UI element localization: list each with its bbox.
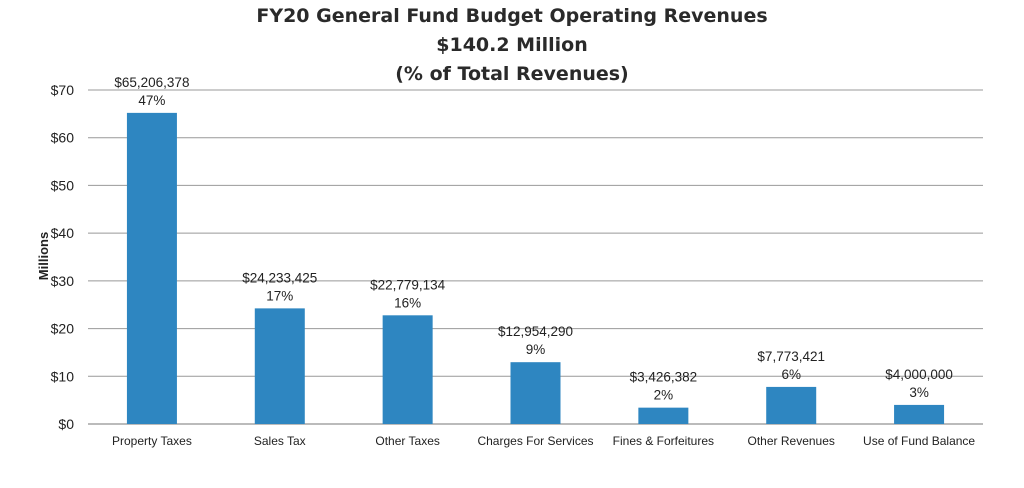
y-axis-ticks: $0 $10 $20 $30 $40 $50 $60 $70 (51, 82, 75, 432)
bar-percent-label: 47% (138, 93, 165, 108)
bar-value-label: $3,426,382 (630, 370, 698, 385)
y-tick-label: $40 (51, 225, 75, 241)
bar-value-label: $22,779,134 (370, 277, 446, 292)
bar-percent-label: 17% (266, 288, 293, 303)
y-tick-label: $70 (51, 82, 75, 98)
bar (510, 362, 561, 424)
bar-value-label: $65,206,378 (114, 75, 189, 90)
chart-subtitle-percent: (% of Total Revenues) (395, 63, 629, 85)
bar-percent-label: 3% (909, 385, 929, 400)
category-labels: Property Taxes Sales Tax Other Taxes Charge… (112, 434, 975, 448)
bar-percent-label: 2% (654, 388, 674, 403)
y-tick-label: $30 (51, 273, 75, 289)
bar-percent-label: 6% (781, 367, 801, 382)
bar-percent-label: 16% (394, 295, 421, 310)
y-tick-label: $50 (51, 177, 75, 193)
category-label: Other Revenues (748, 434, 835, 448)
category-label: Charges For Services (477, 434, 593, 448)
bar (254, 308, 305, 424)
bar (382, 315, 433, 424)
y-tick-label: $60 (51, 130, 75, 146)
category-label: Other Taxes (375, 434, 439, 448)
bar-percent-label: 9% (526, 342, 546, 357)
chart-subtitle: $140.2 Million (436, 34, 588, 56)
bar (126, 112, 177, 424)
bar (638, 407, 689, 424)
y-tick-label: $10 (51, 368, 75, 384)
bar-value-label: $12,954,290 (498, 324, 573, 339)
bar-value-label: $7,773,421 (757, 349, 825, 364)
y-tick-label: $20 (51, 321, 75, 337)
category-label: Property Taxes (112, 434, 192, 448)
data-labels: $65,206,378 47% $24,233,425 17% $22,779,134 1… (114, 75, 952, 403)
category-label: Use of Fund Balance (863, 434, 975, 448)
bar (766, 386, 817, 424)
bars (126, 112, 945, 424)
chart-title-block: FY20 General Fund Budget Operating Reven… (0, 2, 1024, 89)
bar-value-label: $24,233,425 (242, 270, 317, 285)
bar (894, 404, 945, 424)
chart-title: FY20 General Fund Budget Operating Reven… (256, 5, 768, 27)
y-tick-label: $0 (58, 416, 74, 432)
y-axis-label: Millions (36, 232, 51, 280)
category-label: Sales Tax (254, 434, 306, 448)
category-label: Fines & Forfeitures (613, 434, 714, 448)
bar-value-label: $4,000,000 (885, 367, 953, 382)
